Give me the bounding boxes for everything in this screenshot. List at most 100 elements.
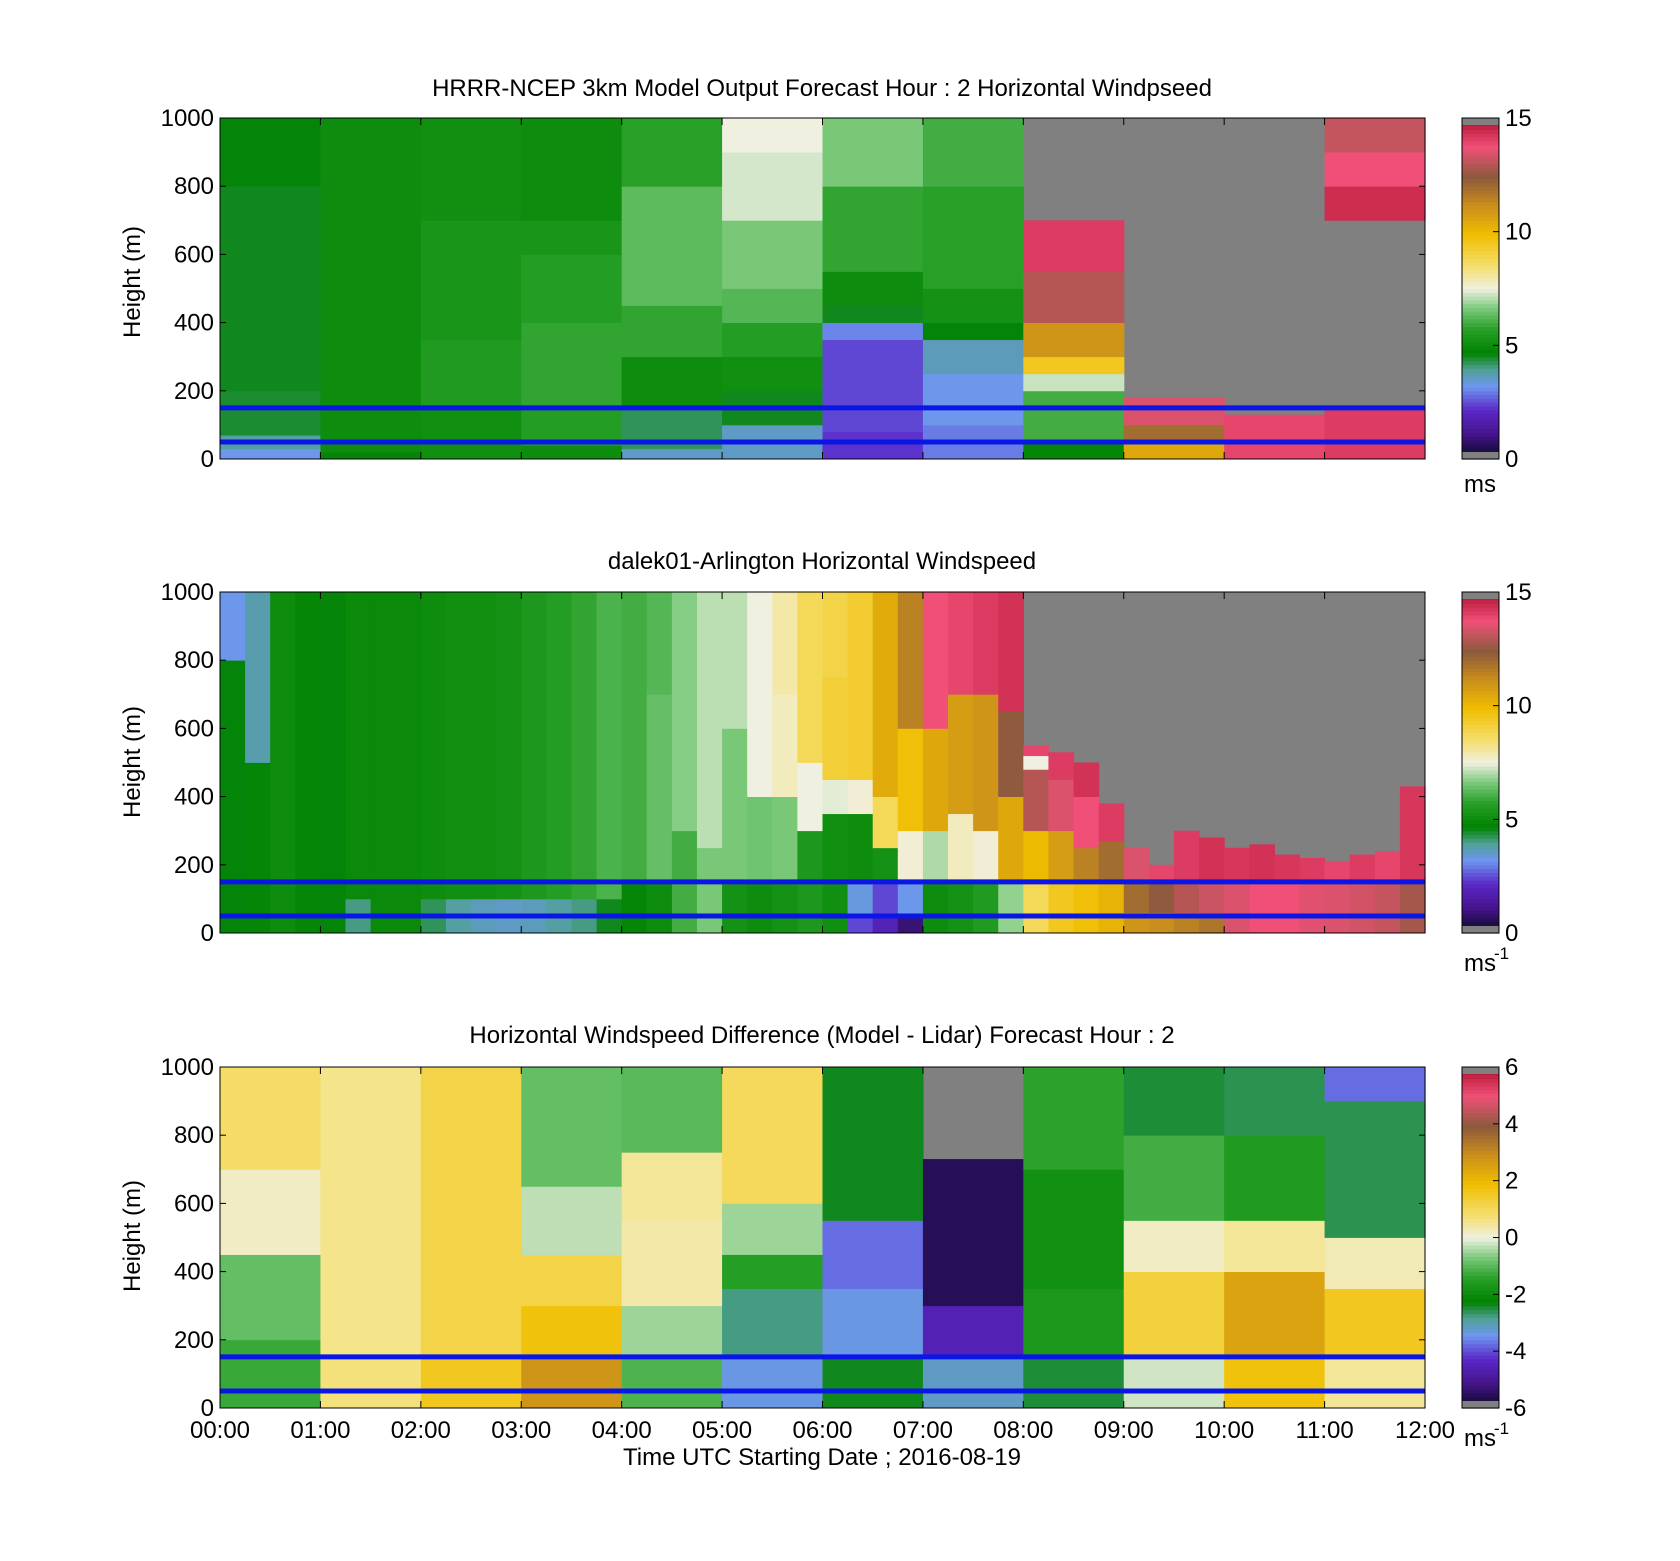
colorbar-band: [1462, 758, 1499, 764]
colorbar-band: [1462, 1264, 1499, 1269]
heatmap-cell: [897, 728, 924, 832]
colorbar-band: [1462, 610, 1499, 616]
heatmap-cell: [822, 271, 924, 306]
colorbar-tick-label: 0: [1505, 1225, 1518, 1252]
heatmap-cell: [1123, 441, 1225, 460]
colorbar-band: [1462, 405, 1499, 411]
colorbar-band: [1462, 663, 1499, 669]
panel-model-title: HRRR-NCEP 3km Model Output Forecast Hour…: [432, 75, 1212, 102]
heatmap-cell: [948, 694, 974, 815]
colorbar-band: [1462, 1237, 1499, 1242]
colorbar-band: [1462, 762, 1499, 767]
panel-lidar-title: dalek01-Arlington Horizontal Windspeed: [608, 548, 1036, 575]
colorbar-band: [1462, 1377, 1499, 1383]
colorbar-band: [1462, 1157, 1499, 1163]
heatmap-cell: [948, 813, 974, 883]
colorbar-band: [1462, 891, 1499, 896]
heatmap-cell: [772, 694, 798, 797]
colorbar-top-cap: [1462, 118, 1499, 125]
colorbar-band: [1462, 390, 1499, 396]
colorbar-band: [1462, 1389, 1499, 1394]
y-tick-label: 200: [174, 852, 214, 879]
colorbar-band: [1462, 379, 1499, 384]
colorbar-band: [1462, 849, 1499, 855]
x-tick-label: 09:00: [1094, 1417, 1154, 1444]
colorbar-band: [1462, 307, 1499, 312]
heatmap-cell: [998, 796, 1024, 883]
x-tick-label: 10:00: [1194, 1417, 1254, 1444]
colorbar-band: [1462, 637, 1499, 642]
colorbar-band: [1462, 796, 1499, 801]
heatmap-cell: [521, 322, 623, 409]
heatmap-cell: [1023, 322, 1125, 358]
colorbar-band: [1462, 220, 1499, 225]
heatmap-cell: [395, 592, 422, 934]
heatmap-cell: [973, 694, 999, 832]
colorbar-band: [1462, 1226, 1499, 1231]
colorbar-band: [1462, 906, 1499, 911]
colorbar-band: [1462, 1309, 1499, 1314]
heatmap-cell: [521, 220, 623, 255]
colorbar-band: [1462, 1362, 1499, 1367]
colorbar-band: [1462, 1082, 1499, 1087]
heatmap-cell: [922, 592, 949, 729]
heatmap-cell: [822, 813, 849, 934]
colorbar-band: [1462, 360, 1499, 365]
y-tick-label: 400: [174, 310, 214, 337]
heatmap-cell: [722, 152, 824, 221]
colorbar-band: [1462, 341, 1499, 346]
colorbar-band: [1462, 424, 1499, 430]
colorbar-band: [1462, 917, 1499, 923]
y-tick-label: 1000: [161, 579, 214, 606]
colorbar-band: [1462, 1301, 1499, 1307]
colorbar-tick-label: 5: [1505, 332, 1518, 359]
colorbar-band: [1462, 1336, 1499, 1341]
colorbar-band: [1462, 868, 1499, 873]
colorbar-band: [1462, 402, 1499, 407]
heatmap-cell: [596, 592, 623, 900]
heatmap-cell: [1224, 414, 1326, 460]
heatmap-cell: [621, 1220, 723, 1307]
colorbar-band: [1462, 1317, 1499, 1322]
heatmap-cell: [722, 1067, 824, 1204]
heatmap-cell: [496, 592, 522, 900]
heatmap-cell: [621, 1305, 723, 1358]
colorbar-band: [1462, 243, 1499, 248]
heatmap-cell: [922, 1159, 1024, 1307]
x-tick-label: 12:00: [1395, 1417, 1455, 1444]
heatmap-cell: [822, 431, 924, 460]
heatmap-cell: [822, 339, 924, 433]
y-tick-label: 800: [174, 647, 214, 674]
colorbar-band: [1462, 1343, 1499, 1348]
heatmap-cell: [420, 592, 447, 900]
colorbar-band: [1462, 1385, 1499, 1390]
colorbar-band: [1462, 785, 1499, 790]
heatmap-cell: [220, 448, 322, 460]
heatmap-cell: [922, 830, 949, 883]
heatmap-cell: [320, 1067, 422, 1358]
heatmap-cell: [1023, 441, 1125, 460]
colorbar-band: [1462, 159, 1499, 165]
panel-model: HRRR-NCEP 3km Model Output Forecast Hour…: [119, 75, 1532, 498]
colorbar-band: [1462, 1108, 1499, 1114]
colorbar-band: [1462, 349, 1499, 354]
heatmap-cell: [1274, 881, 1301, 934]
colorbar-unit-superscript: -1: [1494, 944, 1509, 963]
colorbar-band: [1462, 883, 1499, 889]
colorbar-band: [1462, 303, 1499, 309]
heatmap-cell: [998, 592, 1024, 712]
colorbar-band: [1462, 432, 1499, 437]
heatmap-cell: [1374, 881, 1401, 934]
colorbar-band: [1462, 368, 1499, 373]
colorbar-tick-label: 10: [1505, 693, 1532, 720]
colorbar-band: [1462, 603, 1499, 608]
heatmap-cell: [621, 305, 723, 358]
colorbar-band: [1462, 777, 1499, 783]
colorbar-band: [1462, 1214, 1499, 1220]
panel-difference-colorbar: -6 -4 -2 0 2 4 6 ms-1: [1461, 1054, 1526, 1452]
colorbar-band: [1462, 277, 1499, 282]
colorbar-band: [1462, 728, 1499, 733]
colorbar-band: [1462, 773, 1499, 779]
heatmap-cell: [1098, 803, 1125, 842]
colorbar-band: [1462, 417, 1499, 422]
